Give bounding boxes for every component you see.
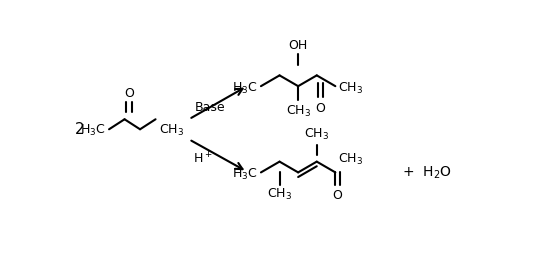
- Text: H$_3$C: H$_3$C: [80, 123, 106, 138]
- Text: 2: 2: [75, 122, 85, 137]
- Text: O: O: [316, 102, 326, 115]
- Text: CH$_3$: CH$_3$: [304, 127, 329, 142]
- Text: H$_3$C: H$_3$C: [232, 81, 258, 96]
- Text: Base: Base: [195, 101, 226, 114]
- Text: O: O: [124, 87, 134, 100]
- Text: CH$_3$: CH$_3$: [267, 187, 292, 202]
- Text: H$^+$: H$^+$: [192, 151, 212, 166]
- Text: CH$_3$: CH$_3$: [338, 152, 364, 167]
- Text: CH$_3$: CH$_3$: [338, 81, 364, 96]
- Text: CH$_3$: CH$_3$: [285, 104, 311, 119]
- Text: OH: OH: [289, 38, 308, 51]
- Text: CH$_3$: CH$_3$: [158, 123, 184, 138]
- Text: O: O: [333, 189, 343, 201]
- Text: H$_3$C: H$_3$C: [232, 167, 258, 182]
- Text: +  H$_2$O: + H$_2$O: [402, 164, 452, 180]
